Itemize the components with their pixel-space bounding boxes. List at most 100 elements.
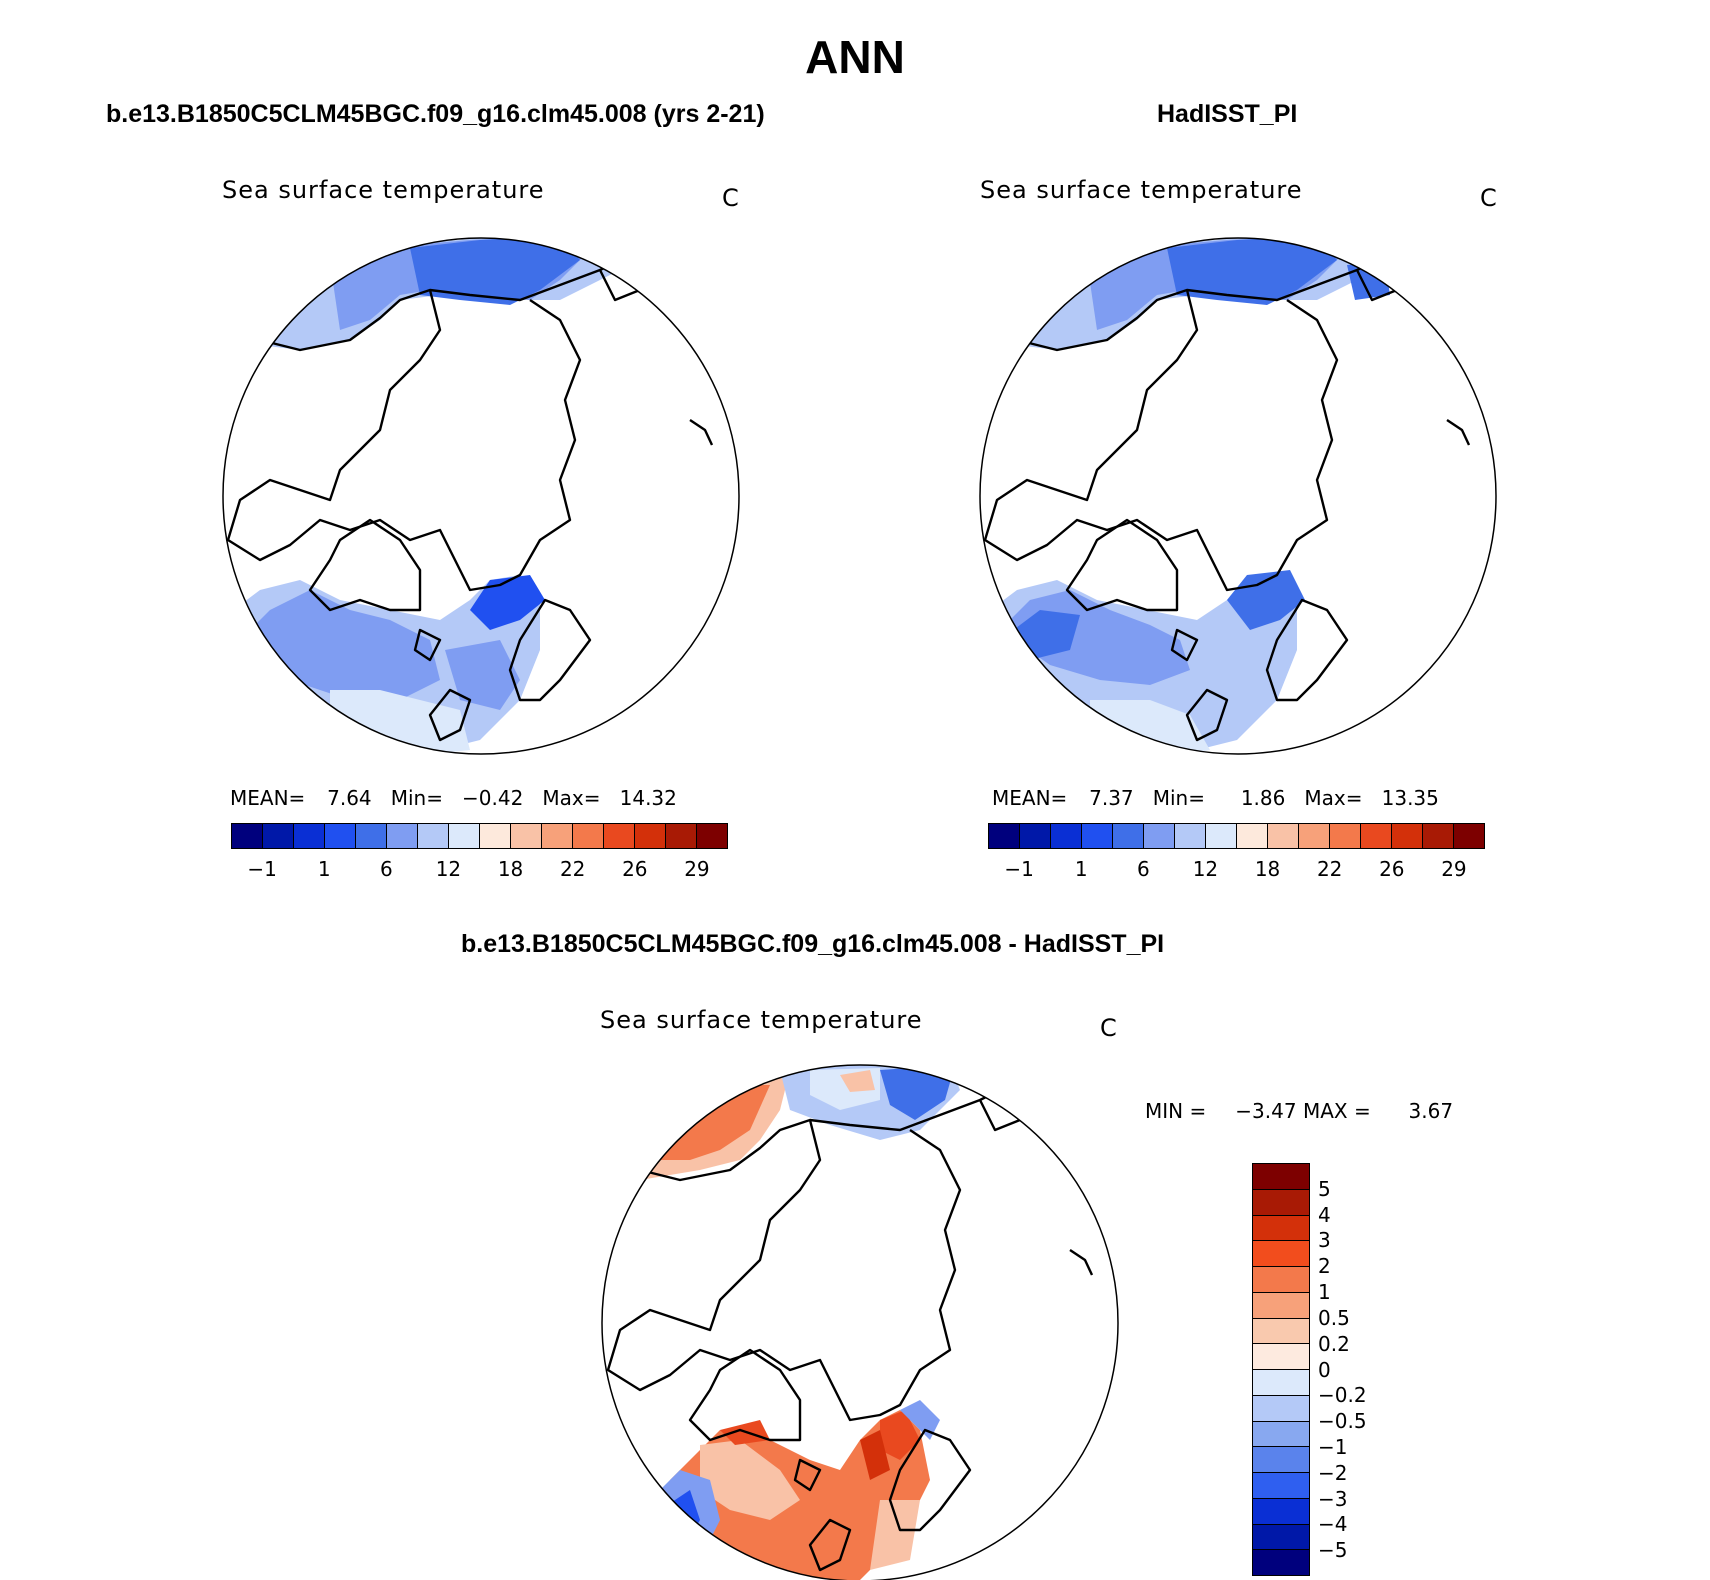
colorbar-swatch	[697, 824, 727, 848]
max-label: Max=	[542, 786, 601, 810]
colorbar-tick-label: 0	[1318, 1357, 1331, 1382]
colorbar-tick-label: 12	[435, 857, 462, 881]
stats-left: MEAN= 7.64 Min= −0.42 Max= 14.32	[230, 786, 677, 810]
colorbar-swatch	[356, 824, 387, 848]
colorbar-swatch	[1253, 1344, 1309, 1370]
mean-value: 7.37	[1089, 786, 1134, 810]
colorbar-tick-label: 29	[684, 857, 710, 881]
colorbar-swatch	[1144, 824, 1175, 848]
colorbar-tick-label: 12	[1192, 857, 1219, 881]
colorbar-swatch	[1253, 1447, 1309, 1473]
colorbar-tick-label: 2	[1318, 1254, 1331, 1279]
colorbar-swatch	[1082, 824, 1113, 848]
colorbar-swatch	[989, 824, 1020, 848]
units-label-diff: C	[1100, 1014, 1118, 1042]
colorbar-tick-label: 22	[1316, 857, 1343, 881]
colorbar-swatch	[666, 824, 697, 848]
colorbar-swatch	[1392, 824, 1423, 848]
colorbar-tick-label: −1	[1004, 857, 1034, 881]
colorbar-swatch	[232, 824, 263, 848]
colorbar-swatch	[1268, 824, 1299, 848]
colorbar-tick-label: 6	[379, 857, 393, 881]
colorbar-swatch	[1253, 1498, 1309, 1525]
colorbar-swatch	[1253, 1370, 1309, 1396]
colorbar-swatch	[1423, 824, 1454, 848]
colorbar-swatch	[1237, 824, 1268, 848]
colorbar-swatch	[1253, 1241, 1309, 1267]
colorbar-swatch	[1253, 1524, 1309, 1551]
stats-right: MEAN= 7.37 Min= 1.86 Max= 13.35	[992, 786, 1439, 810]
colorbar-diff: 5 4 3 2 1 0.5 0.2 0 −0.2 −0.5 −1 −2 −3 −4 −5	[1252, 1163, 1367, 1576]
colorbar-swatch	[1253, 1473, 1309, 1499]
colorbar-tick-label: 26	[622, 857, 648, 881]
min-label: Min=	[1152, 786, 1205, 810]
min-label: Min=	[390, 786, 443, 810]
colorbar-tick-label: 1	[317, 857, 331, 881]
max-label: Max=	[1304, 786, 1363, 810]
colorbar-swatch	[1253, 1395, 1309, 1422]
colorbar-tick-label: −2	[1318, 1460, 1348, 1485]
variable-label-left: Sea surface temperature	[222, 176, 545, 204]
max-label: MAX =	[1302, 1099, 1371, 1123]
colorbar-tick-label: −1	[247, 857, 277, 881]
colorbar-swatch	[511, 824, 542, 848]
colorbar-tick-label: 18	[1254, 857, 1281, 881]
colorbar-swatch	[294, 824, 325, 848]
variable-label-right: Sea surface temperature	[980, 176, 1303, 204]
max-value: 3.67	[1408, 1099, 1454, 1123]
colorbar-swatch	[480, 824, 511, 848]
units-label-right: C	[1480, 184, 1498, 212]
stats-diff: MIN = −3.47 MAX = 3.67	[1145, 1099, 1453, 1123]
max-value: 14.32	[619, 786, 677, 810]
mean-value: 7.64	[327, 786, 372, 810]
colorbar-tick-label: 3	[1318, 1228, 1331, 1253]
colorbar-swatch	[418, 824, 449, 848]
colorbar-tick-label: 1	[1074, 857, 1088, 881]
colorbar-tick-label: 4	[1318, 1202, 1331, 1227]
colorbar-tick-label: 6	[1136, 857, 1150, 881]
colorbar-swatch	[263, 824, 294, 848]
colorbar-tick-label: −0.2	[1318, 1383, 1367, 1408]
mean-label: MEAN=	[230, 786, 306, 810]
colorbar-swatch	[1206, 824, 1237, 848]
max-value: 13.35	[1381, 786, 1439, 810]
colorbar-tick-label: 29	[1441, 857, 1467, 881]
colorbar-swatch	[604, 824, 635, 848]
colorbar-swatch	[1253, 1267, 1309, 1293]
colorbar-tick-label: 0.5	[1318, 1305, 1350, 1330]
colorbar-tick-label: 18	[497, 857, 524, 881]
colorbar-swatch	[1330, 824, 1361, 848]
colorbar-swatch	[1361, 824, 1392, 848]
colorbar-swatch	[1051, 824, 1082, 848]
colorbar-swatch	[1253, 1292, 1309, 1319]
colorbar-tick-label: −4	[1318, 1512, 1348, 1537]
colorbar-tick-label: −3	[1318, 1486, 1348, 1511]
colorbar-tick-label: 0.2	[1318, 1331, 1350, 1356]
colorbar-swatch	[573, 824, 604, 848]
colorbar-swatch	[1020, 824, 1051, 848]
colorbar-swatch	[1253, 1421, 1309, 1448]
figure-title: ANN	[805, 31, 905, 83]
colorbar-tick-label: −1	[1318, 1434, 1348, 1459]
colorbar-swatch	[449, 824, 480, 848]
colorbar-tick-label: 1	[1318, 1280, 1331, 1305]
colorbar-swatch	[325, 824, 356, 848]
colorbar-swatch	[635, 824, 666, 848]
colorbar-swatch	[387, 824, 418, 848]
colorbar-tick-label: 22	[559, 857, 586, 881]
units-label-left: C	[722, 184, 740, 212]
diff-case-title: b.e13.B1850C5CLM45BGC.f09_g16.clm45.008 …	[461, 930, 1165, 958]
colorbar-swatch	[1175, 824, 1206, 848]
min-value: −0.42	[462, 786, 524, 810]
obs-case-title: HadISST_PI	[1157, 100, 1298, 128]
min-value: −3.47	[1235, 1099, 1297, 1123]
colorbar-swatch	[1253, 1189, 1309, 1216]
colorbar-swatch	[1454, 824, 1484, 848]
colorbar-swatch	[542, 824, 573, 848]
colorbar-swatch	[1253, 1550, 1309, 1575]
colorbar-left: −1 1 6 12 18 22 26 29	[231, 823, 728, 881]
colorbar-tick-label: −5	[1318, 1538, 1348, 1563]
